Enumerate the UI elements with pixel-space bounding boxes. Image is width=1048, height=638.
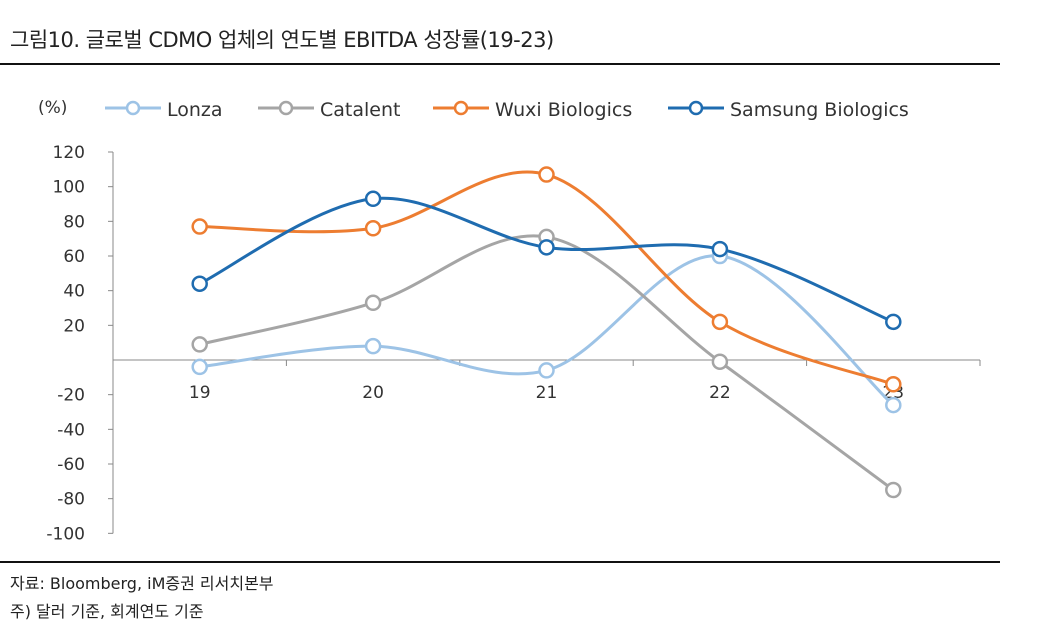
legend-label: Lonza xyxy=(167,99,223,121)
y-tick-label: -100 xyxy=(46,524,85,544)
data-point xyxy=(885,376,902,393)
legend-marker xyxy=(688,100,704,116)
data-point xyxy=(191,275,208,292)
legend-marker xyxy=(453,100,469,116)
y-tick-label: -20 xyxy=(57,386,85,406)
series-line xyxy=(199,196,894,324)
data-point xyxy=(191,218,208,235)
footnote: 주) 달러 기준, 회계연도 기준 xyxy=(10,602,204,621)
y-tick-label: 60 xyxy=(63,247,85,267)
data-point xyxy=(885,396,902,414)
y-tick-label: -80 xyxy=(57,490,85,510)
legend-marker xyxy=(278,100,294,116)
data-point xyxy=(364,190,382,208)
data-point xyxy=(364,294,382,312)
data-point xyxy=(711,313,729,331)
source-note: 자료: Bloomberg, iM증권 리서치본부 xyxy=(10,574,274,593)
data-point xyxy=(885,481,902,499)
x-tick-label: 21 xyxy=(536,383,558,403)
y-tick-label: 40 xyxy=(63,282,85,302)
legend-label: Wuxi Biologics xyxy=(495,99,632,121)
y-tick-label: 80 xyxy=(63,212,85,232)
y-axis-label: (%) xyxy=(38,98,67,118)
series-line xyxy=(199,254,895,407)
data-point xyxy=(538,239,555,256)
top-divider xyxy=(0,63,1000,65)
figure-title: 그림10. 글로벌 CDMO 업체의 연도별 EBITDA 성장률(19-23) xyxy=(10,28,554,52)
y-tick-label: -60 xyxy=(57,455,85,475)
bottom-divider xyxy=(0,561,1000,563)
legend-label: Samsung Biologics xyxy=(730,99,909,121)
y-tick-label: -40 xyxy=(57,420,85,440)
data-point xyxy=(885,313,902,331)
data-point xyxy=(711,353,729,370)
x-tick-label: 19 xyxy=(189,383,211,403)
x-tick-label: 22 xyxy=(709,383,731,403)
legend-label: Catalent xyxy=(320,99,400,121)
legend-marker xyxy=(125,100,141,116)
data-point xyxy=(364,220,382,237)
y-tick-label: 120 xyxy=(53,143,85,163)
data-point xyxy=(191,336,208,353)
y-tick-label: 20 xyxy=(63,316,85,336)
y-tick-label: 100 xyxy=(53,178,85,198)
data-point xyxy=(191,358,208,376)
data-point xyxy=(538,166,555,183)
x-tick-label: 20 xyxy=(362,383,384,403)
data-point xyxy=(711,240,729,258)
data-point xyxy=(538,362,555,379)
data-point xyxy=(364,337,382,355)
